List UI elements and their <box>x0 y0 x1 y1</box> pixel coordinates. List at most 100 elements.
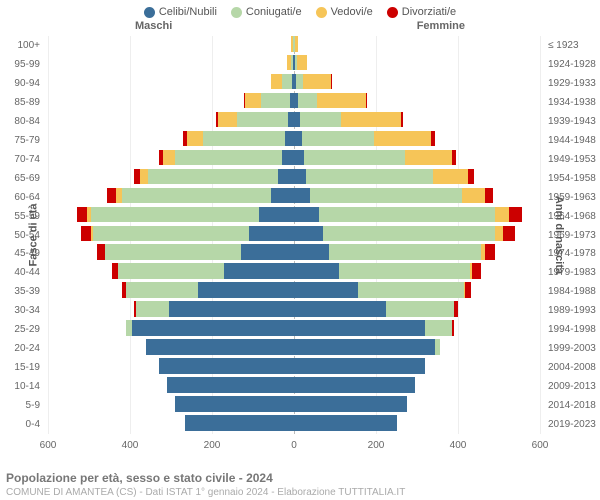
bar-female <box>294 244 540 260</box>
pyramid-row <box>48 207 540 223</box>
bar-male <box>48 150 294 166</box>
segment-single <box>282 150 294 166</box>
birth-tick: 1954-1958 <box>544 169 600 188</box>
bar-male <box>48 377 294 393</box>
segment-single <box>294 131 302 147</box>
header-male: Maschi <box>135 20 172 32</box>
bar-male <box>48 131 294 147</box>
segment-widowed <box>245 93 261 109</box>
segment-divorced <box>77 207 87 223</box>
bar-female <box>294 396 540 412</box>
birth-tick: 1989-1993 <box>544 301 600 320</box>
birth-tick: 2009-2013 <box>544 377 600 396</box>
bar-female <box>294 207 540 223</box>
segment-divorced <box>509 207 521 223</box>
x-tick: 600 <box>40 440 57 451</box>
segment-single <box>294 282 358 298</box>
pyramid-row <box>48 415 540 431</box>
pyramid-row <box>48 244 540 260</box>
birth-tick: 2004-2008 <box>544 358 600 377</box>
segment-widowed <box>433 169 468 185</box>
bars-area <box>48 36 540 434</box>
segment-single <box>185 415 294 431</box>
bar-female <box>294 112 540 128</box>
plot-area: Fasce di età Anni di nascita 100+95-9990… <box>0 36 600 434</box>
segment-married <box>425 320 452 336</box>
bar-female <box>294 188 540 204</box>
birth-tick: 1949-1953 <box>544 150 600 169</box>
legend: Celibi/NubiliConiugati/eVedovi/eDivorzia… <box>0 0 600 20</box>
birth-tick: ≤ 1923 <box>544 36 600 55</box>
segment-divorced <box>452 150 456 166</box>
segment-single <box>259 207 294 223</box>
segment-widowed <box>495 226 503 242</box>
segment-single <box>294 301 386 317</box>
segment-married <box>203 131 285 147</box>
segment-divorced <box>468 169 474 185</box>
bar-male <box>48 339 294 355</box>
segment-married <box>122 188 272 204</box>
pyramid-row <box>48 169 540 185</box>
age-tick: 35-39 <box>0 282 44 301</box>
pyramid-row <box>48 263 540 279</box>
bar-female <box>294 263 540 279</box>
segment-divorced <box>454 301 458 317</box>
bar-female <box>294 226 540 242</box>
x-tick: 600 <box>532 440 549 451</box>
x-tick: 400 <box>450 440 467 451</box>
age-tick: 75-79 <box>0 131 44 150</box>
segment-married <box>105 244 240 260</box>
bar-male <box>48 207 294 223</box>
bar-male <box>48 188 294 204</box>
segment-single <box>294 339 435 355</box>
legend-item: Coniugati/e <box>231 6 302 18</box>
legend-dot <box>144 7 155 18</box>
bar-female <box>294 55 540 71</box>
legend-item: Vedovi/e <box>316 6 373 18</box>
legend-dot <box>231 7 242 18</box>
segment-married <box>148 169 277 185</box>
birth-tick: 1999-2003 <box>544 339 600 358</box>
bar-male <box>48 74 294 90</box>
segment-married <box>237 112 288 128</box>
pyramid-row <box>48 226 540 242</box>
pyramid-row <box>48 396 540 412</box>
segment-married <box>136 301 169 317</box>
bar-male <box>48 396 294 412</box>
segment-married <box>298 93 316 109</box>
age-tick: 55-59 <box>0 207 44 226</box>
segment-single <box>294 188 310 204</box>
birth-tick: 1939-1943 <box>544 112 600 131</box>
segment-single <box>198 282 294 298</box>
segment-married <box>175 150 282 166</box>
birth-tick: 1929-1933 <box>544 74 600 93</box>
age-tick: 70-74 <box>0 150 44 169</box>
segment-divorced <box>503 226 515 242</box>
segment-divorced <box>452 320 454 336</box>
segment-divorced <box>485 188 493 204</box>
legend-dot <box>316 7 327 18</box>
pyramid-row <box>48 358 540 374</box>
segment-divorced <box>472 263 480 279</box>
segment-married <box>118 263 225 279</box>
segment-divorced <box>97 244 105 260</box>
legend-label: Divorziati/e <box>402 6 456 18</box>
segment-single <box>294 263 339 279</box>
pyramid-row <box>48 131 540 147</box>
age-tick: 80-84 <box>0 112 44 131</box>
bar-female <box>294 282 540 298</box>
segment-divorced <box>401 112 403 128</box>
segment-single <box>249 226 294 242</box>
segment-divorced <box>485 244 495 260</box>
bar-female <box>294 169 540 185</box>
bar-female <box>294 36 540 52</box>
y-axis-birth: ≤ 19231924-19281929-19331934-19381939-19… <box>544 36 600 434</box>
chart-subtitle: COMUNE DI AMANTEA (CS) - Dati ISTAT 1° g… <box>6 487 594 498</box>
segment-married <box>282 74 292 90</box>
bar-female <box>294 339 540 355</box>
age-tick: 0-4 <box>0 415 44 434</box>
age-tick: 65-69 <box>0 169 44 188</box>
birth-tick: 1974-1978 <box>544 244 600 263</box>
x-axis: 6004002000200400600 <box>48 440 540 456</box>
bar-male <box>48 244 294 260</box>
